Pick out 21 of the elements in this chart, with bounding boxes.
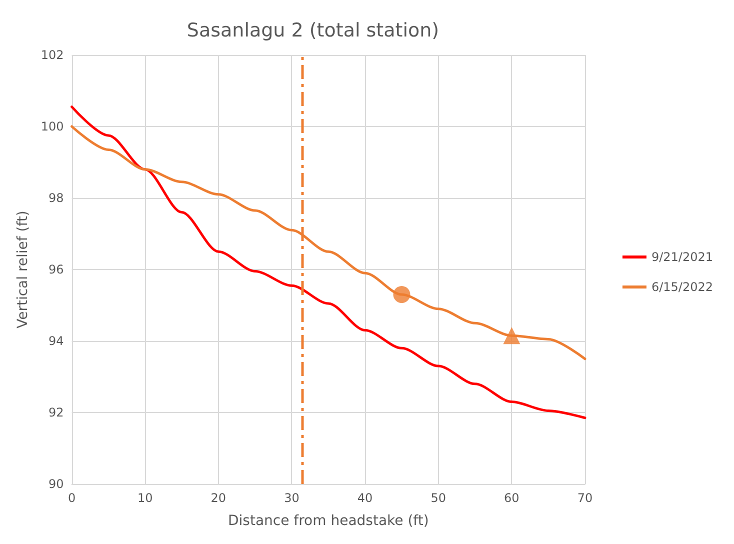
x-tick-label: 0 bbox=[68, 491, 76, 505]
y-tick-label: 90 bbox=[48, 477, 64, 491]
legend-label: 9/21/2021 bbox=[651, 250, 713, 264]
y-tick-label: 98 bbox=[48, 191, 64, 205]
y-tick-label: 96 bbox=[48, 262, 64, 276]
line-series bbox=[70, 106, 586, 420]
x-tick-label: 60 bbox=[504, 491, 520, 505]
legend-label: 6/15/2022 bbox=[651, 280, 713, 294]
x-tick-label: 70 bbox=[577, 491, 593, 505]
x-tick-label: 30 bbox=[284, 491, 300, 505]
x-axis-title: Distance from headstake (ft) bbox=[228, 513, 429, 529]
x-tick-label: 50 bbox=[430, 491, 446, 505]
y-tick-label: 92 bbox=[48, 406, 64, 420]
chart-title: Sasanlagu 2 (total station) bbox=[186, 20, 440, 42]
x-tick-label: 10 bbox=[137, 491, 153, 505]
y-tick-label: 102 bbox=[40, 48, 64, 62]
x-tick-label: 40 bbox=[357, 491, 373, 505]
x-tick-label: 20 bbox=[210, 491, 226, 505]
y-axis-title: Vertical relief (ft) bbox=[15, 210, 31, 328]
y-tick-label: 100 bbox=[40, 120, 64, 134]
y-tick-label: 94 bbox=[48, 334, 64, 348]
